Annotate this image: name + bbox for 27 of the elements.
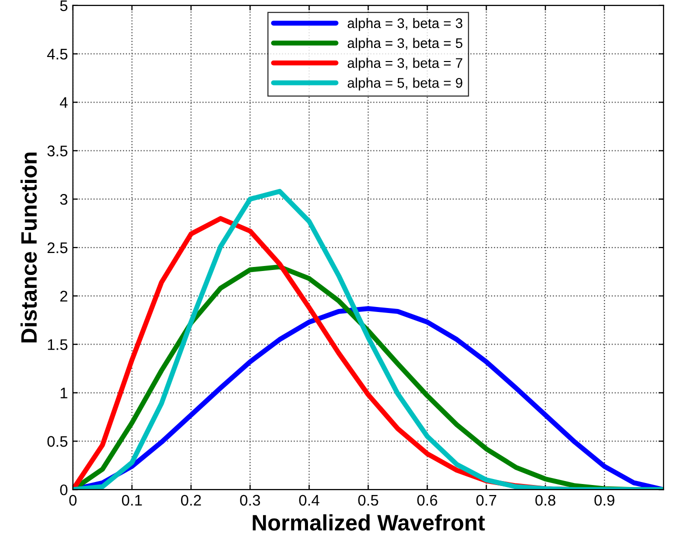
legend-label: alpha = 3, beta = 3 xyxy=(348,18,462,31)
x-tick-label: 0.2 xyxy=(181,494,201,506)
y-tick-label: 1 xyxy=(60,388,68,398)
x-tick-label: 0.7 xyxy=(476,494,496,506)
x-tick-label: 0.9 xyxy=(594,494,614,506)
y-tick-label: 2 xyxy=(60,290,68,302)
y-tick-label: 0.5 xyxy=(47,436,68,447)
legend-label: alpha = 5, beta = 9 xyxy=(348,78,462,91)
y-tick-label: 5 xyxy=(60,0,68,12)
y-tick-label: 0 xyxy=(60,484,68,496)
x-tick-label: 0.3 xyxy=(240,494,260,506)
x-tick-label: 0 xyxy=(69,494,77,506)
x-tick-label: 0.6 xyxy=(417,494,438,506)
legend-label: alpha = 3, beta = 5 xyxy=(348,38,462,51)
y-tick-label: 4.5 xyxy=(47,48,68,60)
x-axis-title: Normalized Wavefront xyxy=(252,514,485,531)
x-tick-label: 0.4 xyxy=(299,494,320,506)
x-tick-label: 0.8 xyxy=(535,494,556,506)
y-tick-label: 2.5 xyxy=(48,242,68,254)
legend-label: alpha = 3, beta = 7 xyxy=(348,58,462,71)
y-tick-label: 3 xyxy=(60,194,68,205)
x-tick-label: 0.1 xyxy=(122,494,142,506)
x-tick-label: 0.5 xyxy=(358,494,378,506)
y-tick-label: 3.5 xyxy=(47,146,68,156)
y-axis-title: Distance Function xyxy=(20,152,37,342)
y-tick-label: 1.5 xyxy=(48,339,68,350)
y-tick-label: 4 xyxy=(60,97,68,108)
